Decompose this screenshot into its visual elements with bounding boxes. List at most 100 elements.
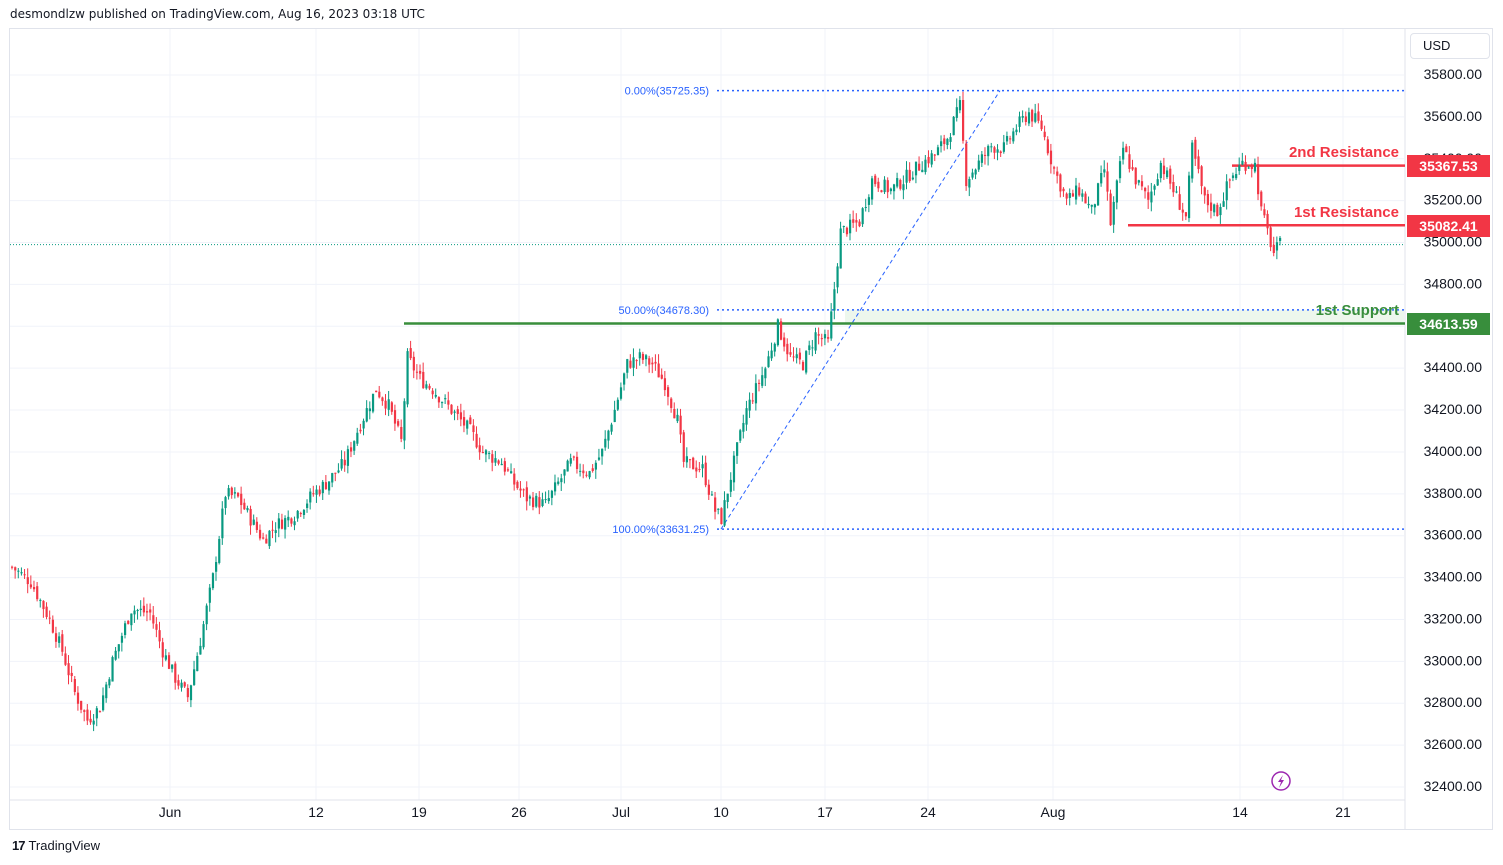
- candle-body: [896, 178, 899, 187]
- price-tick-label: 34800.00: [1424, 275, 1483, 291]
- time-tick-label: 24: [920, 804, 936, 820]
- candle-body: [1118, 161, 1122, 179]
- candle-body: [29, 584, 33, 588]
- candle-body: [1272, 244, 1275, 253]
- candle-body: [742, 422, 745, 432]
- resistance-2-name: 2nd Resistance: [1288, 144, 1399, 161]
- candle-body: [83, 710, 86, 712]
- fibonacci-retracement: 0.00%(35725.35) 50.00%(34678.30) 100.00%(3…: [612, 86, 1404, 536]
- candle-body: [663, 378, 667, 391]
- candle-body: [58, 636, 61, 643]
- currency-selector[interactable]: USD: [1410, 33, 1490, 59]
- candle-body: [626, 359, 629, 373]
- candle-body: [196, 655, 199, 672]
- time-tick-label: 17: [817, 804, 833, 820]
- candle-body: [1191, 142, 1194, 179]
- candle-body: [14, 567, 17, 571]
- candle-body: [130, 613, 133, 626]
- candle-body: [1150, 191, 1153, 203]
- price-tick-label: 33200.00: [1424, 610, 1483, 626]
- fib-label: 50.00%(34678.30): [618, 305, 709, 317]
- candle-body: [497, 460, 500, 464]
- candle-body: [334, 472, 337, 474]
- candle-body: [924, 159, 927, 173]
- price-axis: 35800.0035600.0035400.0035200.0035000.00…: [1424, 66, 1483, 794]
- candle-body: [105, 684, 108, 699]
- candle-body: [629, 360, 632, 368]
- candle-body: [952, 116, 955, 136]
- chart-frame[interactable]: [9, 28, 1493, 830]
- candle-body: [701, 464, 704, 469]
- candle-body: [491, 454, 494, 463]
- candle-body: [1087, 203, 1090, 206]
- lightning-icon[interactable]: [1271, 771, 1291, 791]
- candle-body: [1200, 166, 1203, 187]
- candle-body: [553, 482, 557, 492]
- candle-body: [265, 538, 268, 544]
- candle-body: [236, 492, 240, 497]
- candle-body: [208, 587, 211, 603]
- candle-body: [657, 363, 660, 378]
- candle-body: [852, 219, 855, 223]
- candle-body: [258, 529, 262, 539]
- candle-body: [676, 414, 679, 422]
- candle-body: [23, 574, 26, 576]
- candle-body: [1209, 202, 1213, 211]
- candle-body: [290, 518, 293, 524]
- candle-body: [1238, 165, 1241, 171]
- candle-body: [274, 530, 277, 534]
- candle-body: [528, 496, 532, 499]
- candle-body: [651, 362, 654, 365]
- candle-body: [343, 459, 346, 466]
- candle-body: [936, 147, 940, 156]
- candle-body: [359, 429, 362, 432]
- candle-body: [927, 156, 930, 164]
- fib-label: 100.00%(33631.25): [612, 524, 709, 536]
- candle-body: [506, 469, 510, 471]
- candle-body: [340, 459, 343, 469]
- candle-body: [717, 508, 720, 510]
- candle-body: [127, 620, 130, 624]
- candle-body: [1081, 193, 1084, 197]
- candle-body: [579, 470, 582, 472]
- candle-body: [748, 399, 751, 411]
- candle-body: [1131, 167, 1134, 170]
- candle-body: [820, 338, 823, 340]
- candle-body: [114, 650, 117, 660]
- candle-body: [754, 383, 758, 404]
- candle-body: [17, 570, 20, 572]
- candle-body: [867, 197, 871, 205]
- candle-body: [1059, 174, 1062, 192]
- candle-body: [422, 371, 425, 388]
- time-tick-label: 19: [411, 804, 427, 820]
- candle-body: [233, 492, 237, 494]
- candle-body: [1024, 116, 1027, 122]
- candle-body: [594, 462, 597, 470]
- candle-body: [1034, 113, 1037, 122]
- candle-body: [249, 508, 252, 526]
- candle-body: [522, 489, 525, 491]
- candle-body: [384, 400, 387, 409]
- candle-body: [607, 430, 610, 441]
- candle-body: [117, 644, 120, 652]
- candle-body: [779, 321, 783, 340]
- candle-body: [597, 457, 601, 460]
- candle-body: [516, 481, 519, 489]
- tradingview-logo[interactable]: 17 TradingView: [12, 838, 100, 853]
- candle-body: [440, 402, 444, 404]
- candle-body: [171, 664, 174, 669]
- candle-body: [805, 351, 808, 373]
- candle-body: [48, 617, 51, 619]
- candle-body: [1257, 164, 1260, 195]
- candle-body: [811, 347, 814, 349]
- candle-body: [736, 442, 739, 456]
- candle-body: [453, 411, 456, 413]
- candle-body: [1027, 112, 1031, 124]
- candle-body: [949, 137, 952, 142]
- candle-body: [89, 718, 92, 723]
- candle-body: [547, 498, 550, 502]
- candle-body: [908, 169, 911, 182]
- candle-body: [660, 374, 663, 379]
- candle-body: [757, 382, 761, 384]
